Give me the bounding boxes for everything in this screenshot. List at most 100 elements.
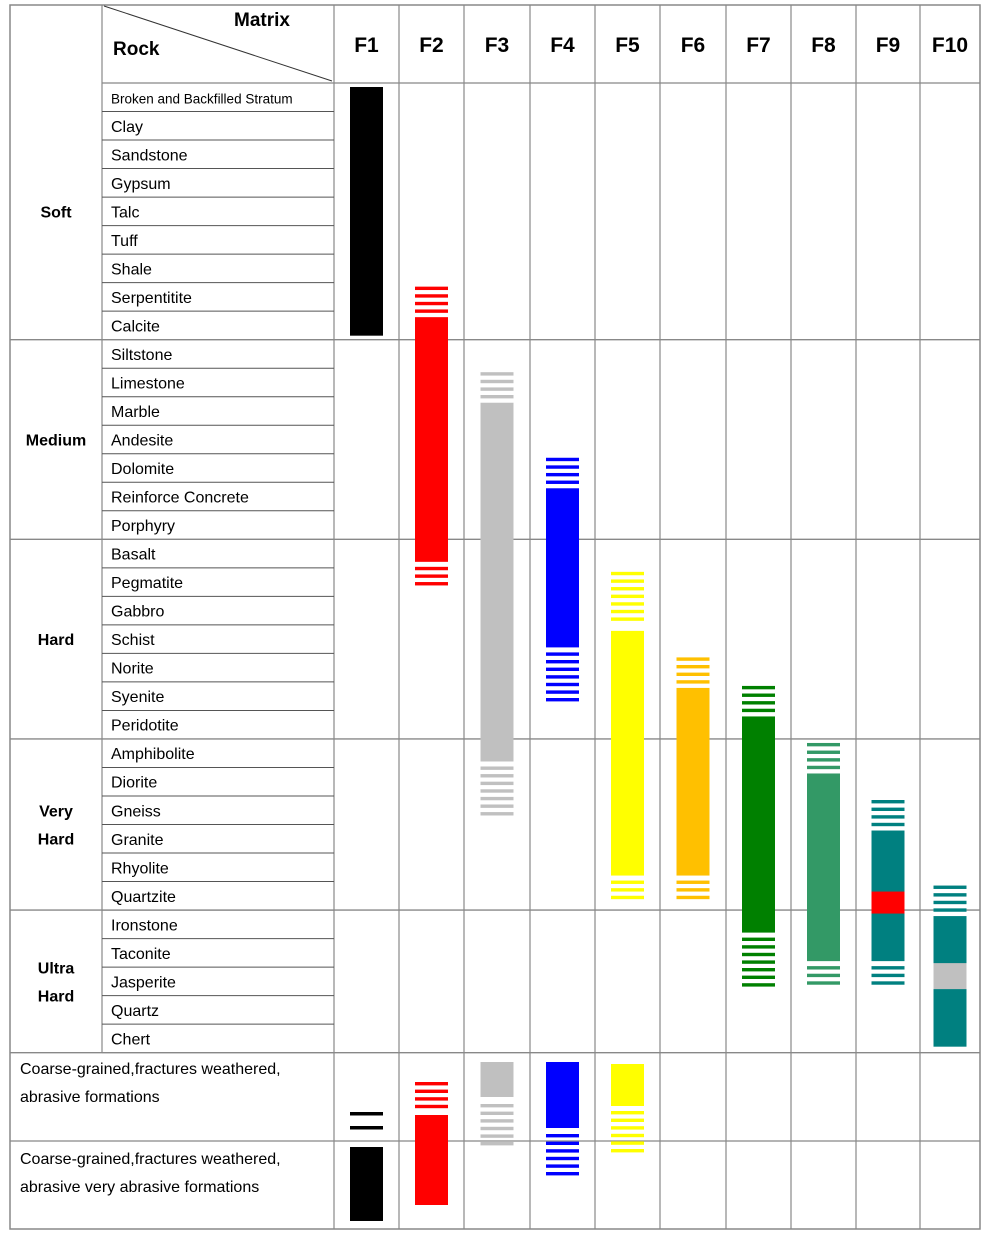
rock-name-label: Sandstone (111, 147, 188, 164)
rock-name-label: Amphibolite (111, 746, 195, 763)
bar-f3-stripe (480, 766, 514, 770)
bar-f3-stripe (480, 796, 514, 801)
bar-f7-stripe (742, 952, 775, 957)
bar-f9-accent (871, 891, 905, 914)
bar-f6-stripe (676, 672, 710, 676)
bar-f2-stripe (415, 582, 448, 586)
bar-f3-stripe (480, 372, 514, 376)
formation-bar-f4-stripe (546, 1156, 579, 1161)
bar-f9-stripe (871, 807, 905, 811)
bar-f7-stripe (742, 968, 775, 972)
bar-f3-stripe (480, 804, 514, 808)
formation-bar-f3-stripe (480, 1111, 514, 1115)
rock-name-label: Calcite (111, 318, 160, 335)
bar-f8-stripe (807, 981, 840, 985)
bar-f4-stripe (546, 675, 579, 679)
rock-name-label: Jasperite (111, 974, 176, 991)
bar-f7-stripe (742, 937, 775, 941)
bar-f4-stripe (546, 472, 579, 477)
rock-name-label: Shale (111, 261, 152, 278)
formation-bar-f5-stripe (611, 1141, 644, 1145)
formation-bar-f2-stripe (415, 1104, 448, 1109)
bar-f4-solid (546, 488, 579, 648)
bar-f3-solid (480, 402, 514, 762)
bar-f3-stripe (480, 774, 514, 778)
rock-name-label: Gypsum (111, 176, 171, 193)
bar-f5-stripe (611, 895, 644, 900)
formation-label-line: Coarse-grained,fractures weathered, (20, 1151, 281, 1168)
formation-label-line: abrasive very abrasive formations (20, 1179, 259, 1196)
formation-bar-f1-solid (350, 1147, 383, 1221)
bar-f4-stripe (546, 667, 579, 671)
rock-name-label: Quartz (111, 1003, 159, 1020)
bar-f2-stripe (415, 566, 448, 571)
bar-f6-stripe (676, 880, 710, 884)
bar-f5-stripe (611, 888, 644, 892)
formation-bar-f3-stripe (480, 1104, 514, 1108)
bar-f1-solid (350, 87, 383, 336)
bar-f9-stripe (871, 981, 905, 985)
bar-f7-stripe (742, 945, 775, 949)
bar-f8-stripe (807, 758, 840, 762)
bar-f6-stripe (676, 888, 710, 892)
formation-bar-f3-stripe (480, 1134, 514, 1138)
formation-bar-f5-stripe (611, 1149, 644, 1153)
formation-bar-f2-stripe (415, 1097, 448, 1101)
bar-f3-stripe (480, 812, 514, 816)
rock-name-label: Basalt (111, 547, 156, 564)
table-border (9, 4, 981, 1230)
bar-f8-solid (807, 773, 840, 962)
bar-f7-solid (742, 716, 775, 933)
bar-f5-stripe (611, 587, 644, 591)
rock-name-label: Pegmatite (111, 575, 183, 592)
rock-name-label: Granite (111, 832, 164, 849)
rock-name-label: Syenite (111, 689, 164, 706)
rock-name-label: Porphyry (111, 518, 175, 535)
rock-name-label: Ironstone (111, 917, 178, 934)
column-header-f10: F10 (932, 34, 968, 57)
bar-f6-stripe (676, 895, 710, 900)
bar-f3-stripe (480, 379, 514, 384)
formation-bar-f2-stripe (415, 1082, 448, 1086)
bar-f7-stripe (742, 960, 775, 964)
formation-bar-f3-solid (480, 1062, 514, 1097)
bar-f4-stripe (546, 465, 579, 469)
column-header-f6: F6 (681, 34, 706, 57)
bar-f7-stripe (742, 708, 775, 713)
group-label: Hard (38, 632, 74, 649)
bar-f3-stripe (480, 781, 514, 786)
formation-bar-f4-stripe (546, 1164, 579, 1168)
formation-bar-f3-stripe (480, 1126, 514, 1131)
rock-name-label: Talc (111, 204, 139, 221)
bar-f9-stripe (871, 800, 905, 804)
rock-name-label: Clay (111, 119, 143, 136)
bar-f9-stripe (871, 822, 905, 827)
bar-f7-stripe (742, 693, 775, 697)
bar-f10-stripe (933, 908, 967, 912)
bar-f10-stripe (933, 893, 967, 897)
bar-f4-stripe (546, 682, 579, 687)
bar-f4-stripe (546, 660, 579, 664)
bar-f3-stripe (480, 395, 514, 399)
bar-f10-stripe (933, 900, 967, 905)
bar-f7-stripe (742, 685, 775, 690)
header-diagonal (103, 5, 333, 82)
bar-f8-stripe (807, 750, 840, 754)
rock-name-label: Tuff (111, 233, 138, 250)
bar-f6-stripe (676, 665, 710, 669)
bar-f2-stripe (415, 574, 448, 578)
column-header-f2: F2 (419, 34, 444, 57)
rock-name-label: Serpentitite (111, 290, 192, 307)
bar-f7-stripe (742, 975, 775, 979)
formation-bar-f4-solid (546, 1062, 579, 1128)
group-label: Medium (26, 433, 86, 450)
formation-label-line: Coarse-grained,fractures weathered, (20, 1061, 281, 1078)
rock-name-label: Norite (111, 661, 154, 678)
bar-f5-stripe (611, 579, 644, 583)
column-header-f7: F7 (746, 34, 771, 57)
bar-f5-stripe (611, 609, 644, 614)
bar-f8-stripe (807, 966, 840, 970)
formation-label-line: abrasive formations (20, 1089, 160, 1106)
group-label-line: Hard (38, 988, 74, 1005)
